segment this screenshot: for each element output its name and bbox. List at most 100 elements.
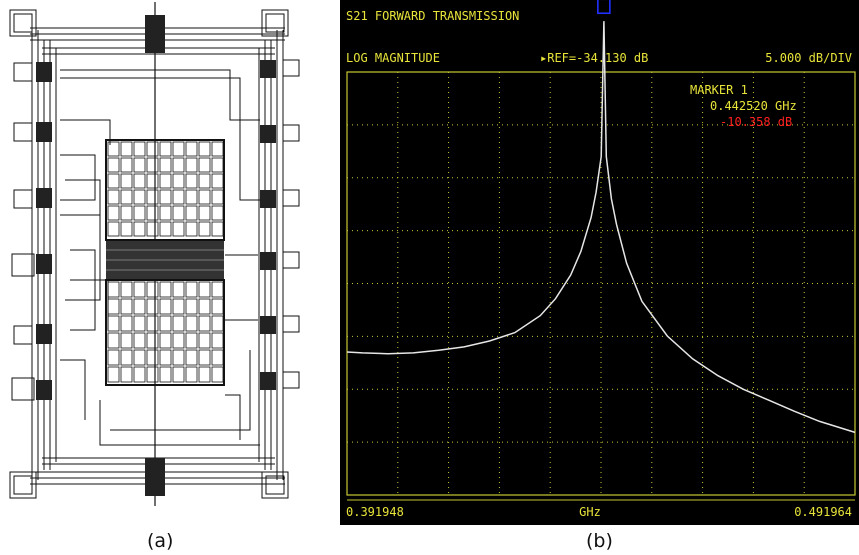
array-cell (198, 141, 211, 157)
array-cell (146, 157, 159, 173)
array-cell (146, 173, 159, 189)
array-cell (107, 366, 120, 383)
array-cell (185, 189, 198, 205)
array-cell (198, 173, 211, 189)
array-cell (198, 189, 211, 205)
array-cell (133, 332, 146, 349)
array-cell (211, 298, 224, 315)
array-cell (211, 221, 224, 237)
array-cell (120, 315, 133, 332)
array-cell (211, 205, 224, 221)
array-cell (120, 366, 133, 383)
marker-label: MARKER 1 (690, 83, 748, 97)
array-cell (185, 298, 198, 315)
array-cell (185, 173, 198, 189)
start-frequency: 0.391948 (346, 505, 404, 519)
array-cell (159, 157, 172, 173)
array-cell (159, 298, 172, 315)
array-cell (172, 332, 185, 349)
array-cell (133, 298, 146, 315)
stop-frequency: 0.491964 (794, 505, 852, 519)
array-cell (107, 157, 120, 173)
array-cell (172, 189, 185, 205)
array-cell (107, 332, 120, 349)
array-cell (159, 281, 172, 298)
network-analyzer-screen: S21 FORWARD TRANSMISSION LOG MAGNITUDE ▸… (340, 0, 859, 525)
array-cell (172, 298, 185, 315)
array-cell (198, 221, 211, 237)
array-cell (133, 221, 146, 237)
array-cell (211, 189, 224, 205)
array-cell (120, 205, 133, 221)
array-cell (159, 221, 172, 237)
array-cell (133, 141, 146, 157)
array-cell (185, 157, 198, 173)
array-cell (133, 205, 146, 221)
ref-label: ▸REF=-34.130 dB (540, 51, 648, 65)
array-cell (107, 315, 120, 332)
array-cell (107, 298, 120, 315)
array-cell (159, 349, 172, 366)
array-cell (146, 205, 159, 221)
array-cell (146, 366, 159, 383)
array-cell (133, 349, 146, 366)
array-cell (159, 189, 172, 205)
array-cell (159, 173, 172, 189)
array-cell (185, 332, 198, 349)
s21-trace (346, 21, 856, 434)
array-cell (185, 281, 198, 298)
scale-label: 5.000 dB/DIV (765, 51, 852, 65)
array-cell (133, 157, 146, 173)
array-cell (146, 349, 159, 366)
array-cell (211, 281, 224, 298)
array-cell (211, 173, 224, 189)
array-cell (198, 298, 211, 315)
array-cell (172, 205, 185, 221)
array-cell (172, 141, 185, 157)
array-cell (159, 315, 172, 332)
array-cell (159, 332, 172, 349)
array-cell (133, 189, 146, 205)
analyzer-title: S21 FORWARD TRANSMISSION (346, 9, 519, 23)
caption-a: (a) (147, 530, 174, 552)
array-cell (172, 157, 185, 173)
array-cell (211, 141, 224, 157)
array-cell (120, 189, 133, 205)
array-cell (133, 315, 146, 332)
array-cell (120, 332, 133, 349)
array-cell (120, 157, 133, 173)
array-cell (211, 349, 224, 366)
marker-level: -10.358 dB (720, 115, 792, 129)
array-cell (107, 189, 120, 205)
array-cell (146, 141, 159, 157)
array-cell (198, 315, 211, 332)
capacitor-array-top (107, 141, 224, 237)
array-cell (185, 141, 198, 157)
array-cell (120, 173, 133, 189)
array-cell (185, 366, 198, 383)
marker-frequency: 0.442520 GHz (710, 99, 797, 113)
array-cell (120, 281, 133, 298)
array-cell (146, 221, 159, 237)
array-cell (172, 173, 185, 189)
array-cell (133, 281, 146, 298)
array-cell (198, 205, 211, 221)
array-cell (120, 221, 133, 237)
array-cell (172, 366, 185, 383)
array-cell (159, 366, 172, 383)
array-cell (146, 281, 159, 298)
array-cell (146, 332, 159, 349)
marker-box (597, 0, 611, 15)
array-cell (172, 315, 185, 332)
caption-b: (b) (586, 530, 613, 552)
array-cell (185, 349, 198, 366)
array-cell (198, 349, 211, 366)
array-cell (107, 349, 120, 366)
array-cell (120, 298, 133, 315)
array-cell (159, 141, 172, 157)
array-cell (198, 157, 211, 173)
array-cell (120, 349, 133, 366)
array-cell (211, 366, 224, 383)
array-cell (172, 349, 185, 366)
array-cell (172, 281, 185, 298)
